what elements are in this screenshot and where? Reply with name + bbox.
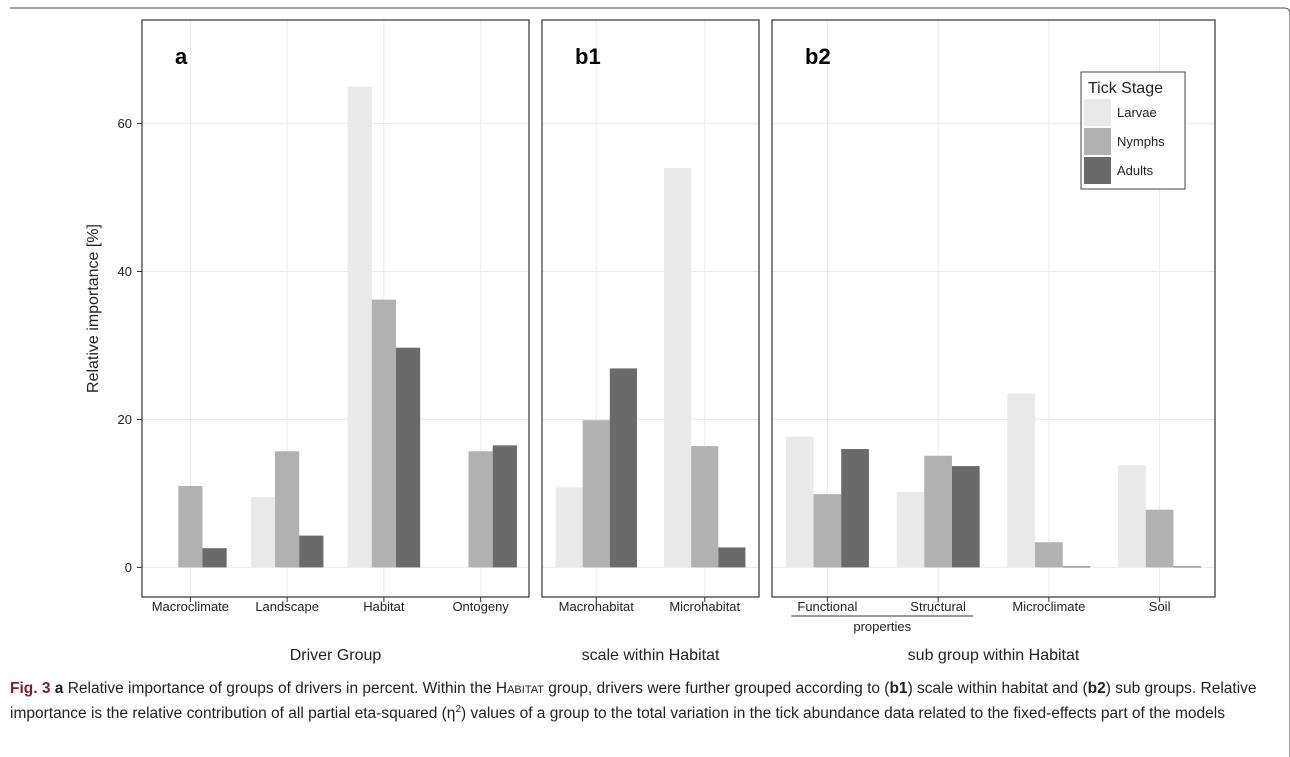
- bar-adults-landscape: [299, 535, 324, 568]
- x-tick-label: Soil: [1149, 599, 1171, 614]
- y-axis-title: Relative importance [%]: [85, 224, 102, 393]
- bar-nymphs-landscape: [275, 451, 300, 568]
- x-axis-title: sub group within Habitat: [908, 647, 1080, 664]
- caption-panel-b1: b1: [889, 680, 908, 697]
- panel-label-b2: b2: [805, 44, 831, 69]
- x-tick-label: Ontogeny: [452, 599, 509, 614]
- x-tick-label: Functional: [797, 599, 857, 614]
- bar-nymphs-microclimate: [1035, 542, 1063, 568]
- bar-nymphs-structural: [924, 455, 952, 568]
- chart: Relative importance [%] 0 20 40 60 a Macroclim…: [85, 19, 1216, 664]
- legend-key-larvae: [1084, 99, 1111, 126]
- bar-larvae-landscape: [250, 497, 276, 568]
- bar-adults-macroclimate: [202, 548, 227, 568]
- bar-adults-soil: [1173, 566, 1202, 568]
- x-tick-label: Microhabitat: [669, 599, 740, 614]
- bar-adults-ontogeny: [492, 445, 517, 568]
- x-tick-label: Structural: [910, 599, 966, 614]
- legend-key-adults: [1084, 157, 1111, 184]
- panel-border-b2: [771, 19, 1216, 598]
- bar-nymphs-functional: [813, 494, 842, 568]
- caption-fig-label: Fig. 3: [10, 680, 51, 697]
- caption-text-3: ) scale within habitat and (: [907, 680, 1088, 697]
- x-tick-label: Microclimate: [1012, 599, 1085, 614]
- panel-label-b1: b1: [575, 44, 601, 69]
- x-tick-label: Landscape: [255, 599, 319, 614]
- caption-text-1: Relative importance of groups of drivers…: [63, 680, 496, 697]
- y-tick-label: 60: [118, 116, 132, 131]
- x-tick-label: Macroclimate: [152, 599, 229, 614]
- bar-adults-macrohabitat: [609, 368, 637, 568]
- bar-larvae-functional: [785, 436, 814, 568]
- legend-key-nymphs: [1084, 128, 1111, 155]
- caption-text-4: ) sub groups. Relative importance is the…: [10, 680, 1257, 723]
- bar-adults-microclimate: [1062, 566, 1091, 568]
- bar-nymphs-macrohabitat: [582, 420, 610, 568]
- panel-border-a: [141, 19, 530, 598]
- bar-larvae-soil: [1118, 465, 1146, 568]
- bar-nymphs-soil: [1145, 509, 1174, 568]
- bar-adults-functional: [841, 449, 869, 568]
- bar-larvae-habitat: [347, 86, 372, 568]
- caption-panel-a: a: [54, 680, 64, 697]
- bar-larvae-microhabitat: [664, 167, 692, 568]
- caption-superscript: 2: [455, 704, 461, 715]
- bar-adults-microhabitat: [718, 547, 746, 568]
- x-axis-title: scale within Habitat: [582, 647, 720, 664]
- bar-larvae-structural: [896, 491, 925, 568]
- caption-habitat-word: Habitat: [495, 680, 544, 697]
- caption-text-5: ) values of a group to the total variati…: [461, 705, 1225, 723]
- bar-larvae-microclimate: [1007, 393, 1036, 568]
- bar-larvae-macrohabitat: [555, 487, 583, 568]
- figure-caption: Fig. 3 a Relative importance of groups o…: [10, 678, 1280, 724]
- y-tick-label: 20: [118, 412, 132, 427]
- x-axis-title: Driver Group: [290, 647, 382, 664]
- caption-text-2: group, drivers were further grouped acco…: [543, 680, 890, 697]
- bar-nymphs-ontogeny: [468, 451, 493, 568]
- legend-label-adults: Adults: [1117, 163, 1154, 178]
- legend-label-larvae: Larvae: [1117, 105, 1157, 120]
- category-bracket-label: properties: [853, 619, 911, 634]
- bar-adults-structural: [951, 466, 980, 568]
- caption-panel-b2: b2: [1087, 680, 1106, 697]
- legend-label-nymphs: Nymphs: [1117, 134, 1165, 149]
- bar-nymphs-microhabitat: [691, 446, 719, 568]
- legend-title: Tick Stage: [1088, 80, 1163, 97]
- x-tick-label: Habitat: [363, 599, 405, 614]
- panel-border-b1: [541, 19, 760, 598]
- y-tick-label: 40: [118, 264, 132, 279]
- x-tick-label: Macrohabitat: [559, 599, 635, 614]
- bar-nymphs-habitat: [371, 299, 396, 568]
- bar-adults-habitat: [395, 347, 421, 568]
- y-tick-label: 0: [125, 560, 132, 575]
- panel-label-a: a: [175, 44, 188, 69]
- bar-nymphs-macroclimate: [178, 486, 203, 568]
